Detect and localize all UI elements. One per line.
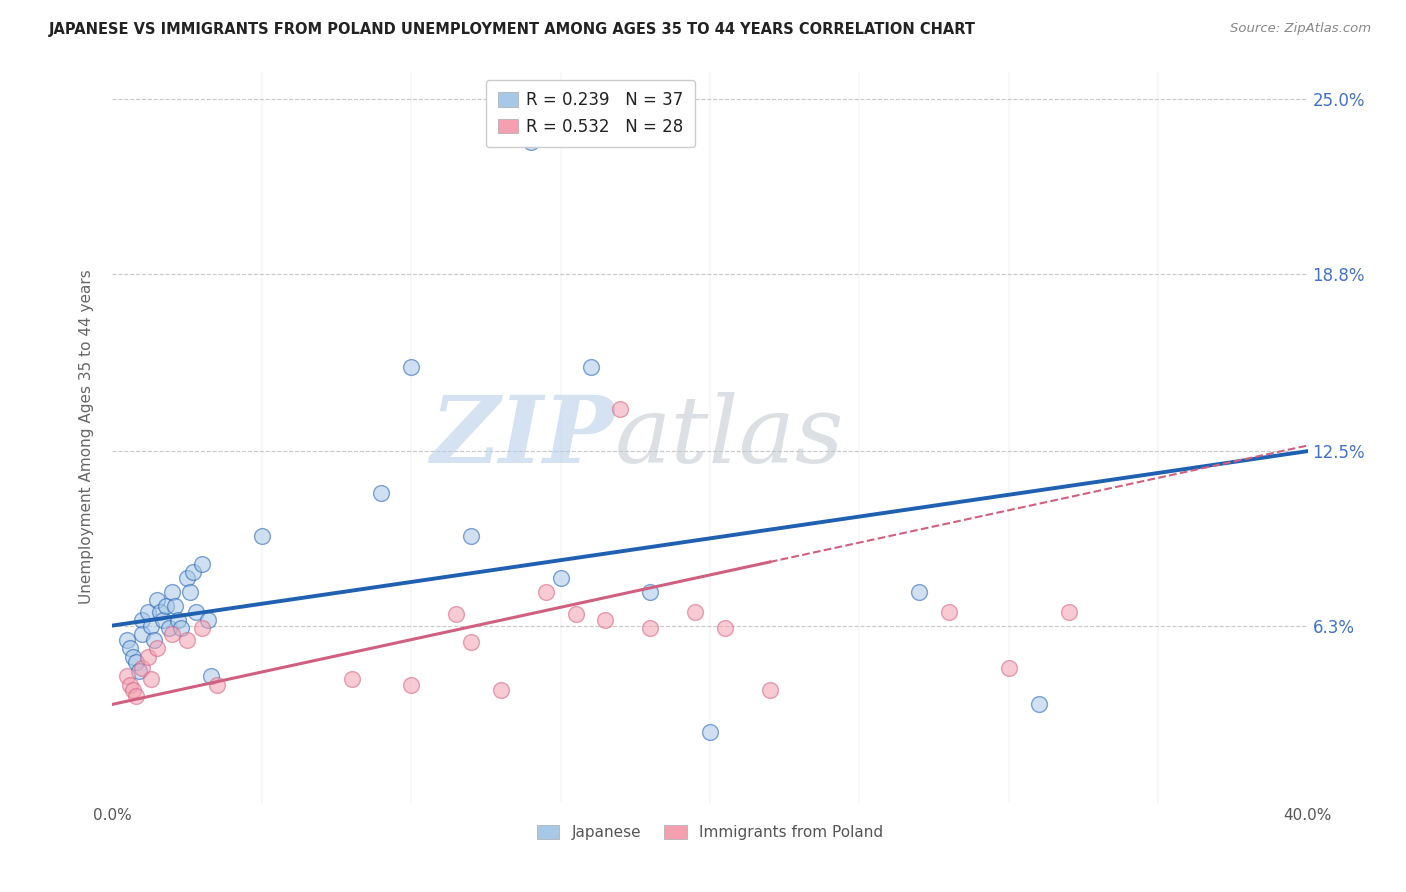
Point: [117, 632, 139, 647]
Point: [564, 607, 586, 622]
Point: [146, 593, 169, 607]
Point: [1057, 605, 1080, 619]
Point: [138, 605, 160, 619]
Point: [550, 571, 572, 585]
Text: ZIP: ZIP: [430, 392, 614, 482]
Point: [128, 664, 150, 678]
Point: [191, 557, 214, 571]
Point: [181, 565, 204, 579]
Point: [117, 669, 139, 683]
Point: [141, 672, 163, 686]
Point: [125, 689, 148, 703]
Point: [176, 571, 198, 585]
Point: [162, 584, 183, 599]
Point: [179, 584, 201, 599]
Point: [699, 725, 721, 739]
Point: [520, 135, 543, 149]
Y-axis label: Unemployment Among Ages 35 to 44 years: Unemployment Among Ages 35 to 44 years: [79, 269, 94, 605]
Text: Source: ZipAtlas.com: Source: ZipAtlas.com: [1230, 22, 1371, 36]
Point: [340, 672, 363, 686]
Point: [170, 621, 193, 635]
Point: [131, 661, 153, 675]
Point: [141, 618, 163, 632]
Point: [176, 632, 198, 647]
Point: [157, 621, 180, 635]
Point: [122, 649, 145, 664]
Point: [401, 359, 423, 374]
Point: [460, 528, 482, 542]
Point: [489, 683, 512, 698]
Point: [125, 655, 148, 669]
Point: [938, 605, 960, 619]
Point: [401, 678, 423, 692]
Point: [609, 401, 631, 416]
Point: [460, 635, 482, 649]
Legend: Japanese, Immigrants from Poland: Japanese, Immigrants from Poland: [530, 819, 890, 847]
Point: [579, 359, 602, 374]
Point: [165, 599, 187, 613]
Point: [444, 607, 467, 622]
Point: [640, 621, 662, 635]
Text: atlas: atlas: [614, 392, 844, 482]
Point: [595, 613, 617, 627]
Point: [205, 678, 228, 692]
Point: [146, 641, 169, 656]
Point: [759, 683, 782, 698]
Point: [534, 584, 557, 599]
Point: [120, 641, 142, 656]
Point: [167, 613, 190, 627]
Point: [640, 584, 662, 599]
Point: [191, 621, 214, 635]
Point: [714, 621, 737, 635]
Point: [131, 613, 153, 627]
Point: [197, 613, 219, 627]
Point: [143, 632, 166, 647]
Point: [162, 627, 183, 641]
Point: [120, 678, 142, 692]
Point: [250, 528, 273, 542]
Point: [370, 486, 392, 500]
Point: [1028, 698, 1050, 712]
Text: JAPANESE VS IMMIGRANTS FROM POLAND UNEMPLOYMENT AMONG AGES 35 TO 44 YEARS CORREL: JAPANESE VS IMMIGRANTS FROM POLAND UNEMP…: [49, 22, 976, 37]
Point: [186, 605, 208, 619]
Point: [131, 627, 153, 641]
Point: [138, 649, 160, 664]
Point: [152, 613, 174, 627]
Point: [998, 661, 1021, 675]
Point: [200, 669, 222, 683]
Point: [155, 599, 177, 613]
Point: [122, 683, 145, 698]
Point: [149, 605, 172, 619]
Point: [683, 605, 706, 619]
Point: [908, 584, 931, 599]
